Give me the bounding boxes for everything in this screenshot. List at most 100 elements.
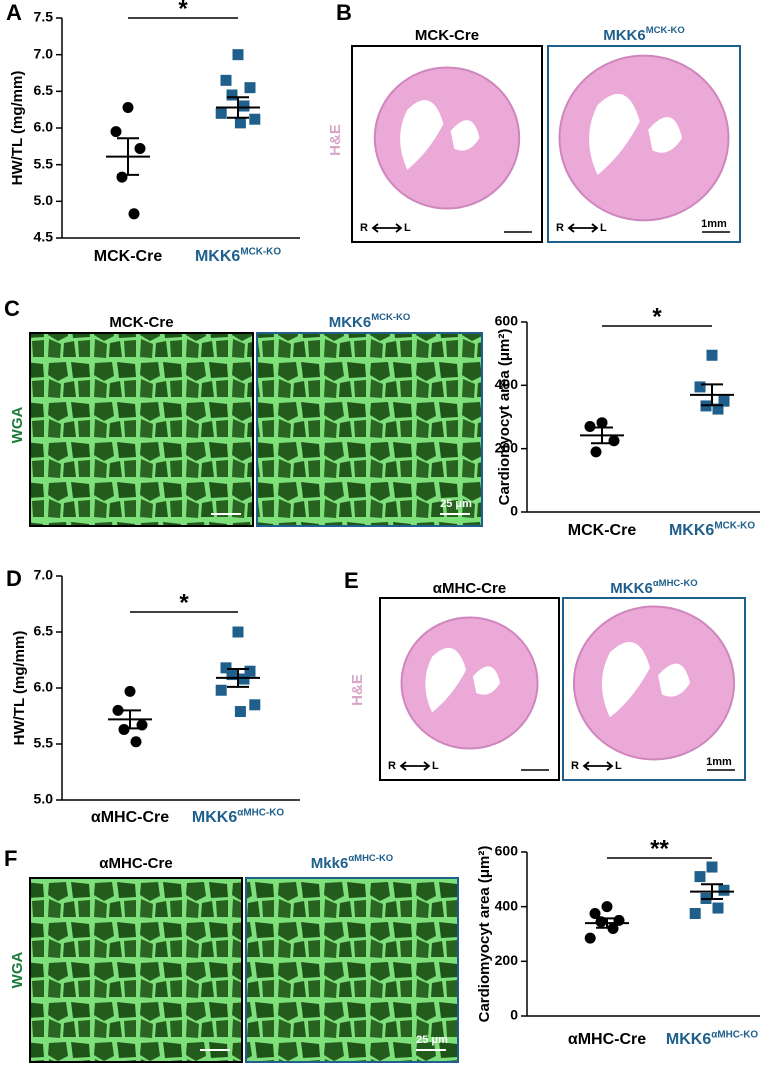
point (128, 208, 140, 220)
panel-letter: C (4, 296, 20, 321)
point (220, 74, 232, 86)
orientation-right: L (404, 222, 411, 234)
orientation-right: L (600, 222, 607, 234)
scale-bar-label: 25 μm (416, 1034, 448, 1046)
heart-section (373, 66, 521, 210)
point (244, 665, 256, 677)
title-text: Mkk6 (311, 855, 349, 872)
stain-label: WGA (9, 952, 26, 989)
heart-section (558, 54, 730, 222)
sem-bar (596, 917, 618, 929)
point (589, 908, 601, 919)
sem-bar (227, 667, 249, 688)
micrograph (30, 333, 253, 526)
point (706, 349, 718, 361)
label-text: αMHC-Cre (568, 1031, 646, 1048)
scale-bar-label: 25 μm (440, 498, 472, 510)
y-tick-label: 600 (495, 843, 519, 859)
y-tick-label: 200 (495, 439, 519, 455)
sem-bar (591, 426, 613, 445)
significance-label: * (652, 303, 662, 330)
image-frame (379, 597, 560, 781)
title-superscript: MCK-KO (646, 25, 685, 36)
ventricle-cavity (400, 100, 480, 170)
y-axis-label: HW/TL (mg/mm) (9, 71, 26, 186)
orientation-left: R (571, 760, 579, 772)
y-tick-label: 5.0 (34, 791, 54, 807)
point (238, 673, 250, 685)
point (232, 49, 244, 61)
label-superscript: αMHC-KO (711, 1029, 758, 1040)
image-frame (245, 877, 459, 1063)
sem-bar (117, 137, 139, 176)
point (232, 626, 244, 638)
ventricle-cavity (601, 642, 691, 718)
label-text: MCK-Cre (94, 248, 163, 265)
sem-bar (227, 96, 249, 119)
point (134, 143, 146, 155)
title-text: MCK-Cre (109, 314, 173, 331)
point (584, 421, 596, 432)
image-title: αMHC-Cre (99, 855, 172, 872)
orientation-arrow (371, 223, 403, 233)
label-text: MKK6 (195, 248, 240, 265)
point (694, 381, 706, 393)
panel-letter: E (344, 568, 359, 593)
label-superscript: MCK-KO (714, 520, 755, 531)
label: MKK6αMHC-KO (192, 807, 284, 826)
orientation-right: L (615, 760, 622, 772)
point (220, 662, 232, 674)
y-tick-label: 0 (510, 1007, 518, 1023)
point (694, 871, 706, 883)
title-text: αMHC-Cre (433, 580, 506, 597)
y-tick-label: 7.5 (34, 9, 54, 25)
label-superscript: MCK-KO (240, 246, 281, 257)
point (116, 171, 128, 183)
micrograph (30, 878, 242, 1062)
wga-image (246, 878, 458, 1062)
y-tick-label: 6.5 (34, 623, 54, 639)
wga-image (30, 878, 242, 1062)
point (249, 699, 261, 711)
image-title: Mkk6αMHC-KO (311, 853, 393, 872)
point (112, 704, 124, 716)
title-superscript: αMHC-KO (348, 853, 393, 864)
orientation-arrow (399, 761, 431, 771)
point (215, 107, 227, 119)
label: MCK-Cre (568, 522, 637, 539)
point (590, 446, 602, 458)
label-text: MKK6 (666, 1031, 711, 1048)
title-superscript: MCK-KO (371, 312, 410, 323)
stain-label: H&E (349, 674, 366, 706)
image-title: αMHC-Cre (433, 580, 506, 597)
point (584, 932, 596, 944)
orientation-arrow (567, 223, 599, 233)
label: MKK6αMHC-KO (666, 1029, 758, 1048)
point (122, 101, 134, 113)
label-text: MKK6 (669, 522, 714, 539)
y-axis-label: Cardiomyocyt area (μm²) (496, 329, 513, 506)
significance-label: * (179, 589, 189, 616)
y-tick-label: 400 (495, 376, 519, 392)
y-tick-label: 7.0 (34, 45, 54, 61)
label-superscript: αMHC-KO (237, 807, 284, 818)
point (689, 908, 701, 919)
wga-image (257, 333, 482, 526)
micrograph: R L 1mm (571, 605, 736, 772)
point (596, 417, 608, 429)
point (226, 669, 238, 681)
point (130, 736, 142, 748)
image-title: MKK6MCK-KO (603, 25, 685, 44)
point (110, 126, 122, 138)
y-tick-label: 6.0 (34, 119, 54, 135)
point (712, 403, 724, 415)
title-text: MKK6 (603, 27, 646, 44)
label: MKK6MCK-KO (195, 246, 281, 265)
label: MCK-Cre (94, 248, 163, 265)
sem-bar (701, 383, 723, 407)
point (706, 861, 718, 873)
y-tick-label: 4.5 (34, 229, 54, 245)
image-frame (562, 597, 746, 781)
